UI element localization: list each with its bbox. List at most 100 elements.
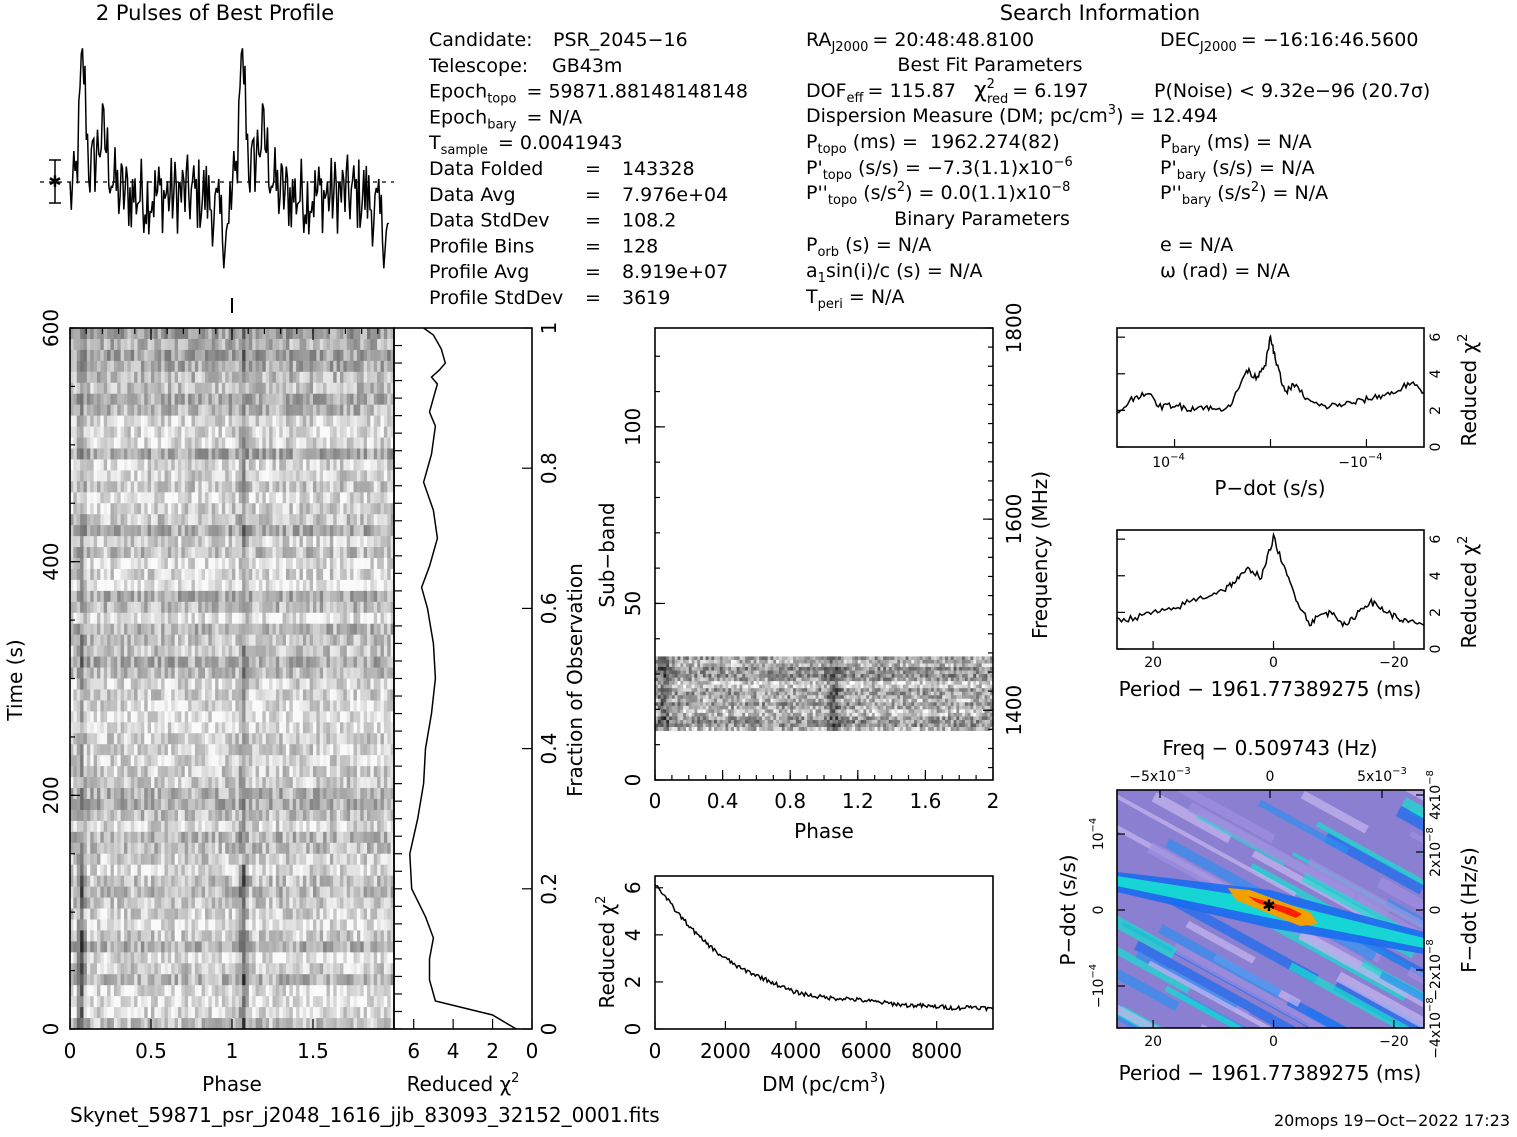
time-phase-cell — [303, 459, 307, 470]
time-phase-cell — [262, 492, 266, 503]
time-phase-cell — [316, 700, 320, 711]
time-phase-cell — [330, 470, 334, 481]
time-phase-cell — [242, 602, 246, 613]
time-phase-cell — [104, 700, 108, 711]
time-phase-cell — [219, 569, 223, 580]
time-phase-cell — [195, 766, 199, 777]
time-phase-cell — [208, 788, 212, 799]
time-phase-cell — [266, 679, 270, 690]
time-phase-cell — [381, 777, 385, 788]
time-phase-cell — [175, 613, 179, 624]
info-left-label: Data StdDev — [429, 210, 550, 232]
time-phase-cell — [266, 865, 270, 876]
time-phase-cell — [259, 372, 263, 383]
time-phase-cell — [306, 624, 310, 635]
time-phase-cell — [168, 766, 172, 777]
time-phase-cell — [279, 624, 283, 635]
time-phase-cell — [320, 416, 324, 427]
time-phase-cell — [188, 350, 192, 361]
time-phase-cell — [313, 777, 317, 788]
time-phase-cell — [377, 514, 381, 525]
time-phase-cell — [242, 744, 246, 755]
time-phase-cell — [350, 492, 354, 503]
time-phase-cell — [246, 733, 250, 744]
time-phase-cell — [286, 689, 290, 700]
time-phase-cell — [219, 394, 223, 405]
time-phase-cell — [232, 459, 236, 470]
time-phase-cell — [161, 755, 165, 766]
time-phase-cell — [208, 711, 212, 722]
time-phase-cell — [289, 580, 293, 591]
time-phase-cell — [360, 876, 364, 887]
time-phase-cell — [347, 503, 351, 514]
time-phase-cell — [127, 339, 131, 350]
time-phase-cell — [141, 646, 145, 657]
time-phase-cell — [192, 492, 196, 503]
time-phase-cell — [283, 558, 287, 569]
time-phase-cell — [141, 328, 145, 339]
time-phase-cell — [296, 766, 300, 777]
time-phase-cell — [148, 427, 152, 438]
time-phase-cell — [300, 700, 304, 711]
time-phase-cell — [202, 613, 206, 624]
time-phase-cell — [188, 328, 192, 339]
time-phase-cell — [266, 350, 270, 361]
time-phase-cell — [337, 547, 341, 558]
time-phase-cell — [202, 744, 206, 755]
time-phase-cell — [175, 788, 179, 799]
time-phase-cell — [121, 547, 125, 558]
time-phase-cell — [347, 646, 351, 657]
time-phase-cell — [323, 689, 327, 700]
time-phase-cell — [222, 438, 226, 449]
time-phase-cell — [273, 602, 277, 613]
time-phase-cell — [273, 799, 277, 810]
time-phase-cell — [178, 536, 182, 547]
time-phase-cell — [232, 536, 236, 547]
time-phase-cell — [175, 668, 179, 679]
time-phase-cell — [97, 328, 101, 339]
time-phase-cell — [347, 854, 351, 865]
time-phase-cell — [121, 339, 125, 350]
time-phase-cell — [343, 624, 347, 635]
time-phase-cell — [367, 525, 371, 536]
time-phase-cell — [246, 602, 250, 613]
time-phase-cell — [181, 525, 185, 536]
time-phase-cell — [195, 372, 199, 383]
time-phase-cell — [286, 536, 290, 547]
time-phase-cell — [117, 865, 121, 876]
time-phase-cell — [144, 514, 148, 525]
time-phase-cell — [90, 459, 94, 470]
time-phase-cell — [84, 547, 88, 558]
time-phase-cell — [178, 876, 182, 887]
time-phase-cell — [104, 361, 108, 372]
time-phase-cell — [337, 788, 341, 799]
time-phase-cell — [94, 416, 98, 427]
time-phase-cell — [276, 689, 280, 700]
time-phase-cell — [289, 843, 293, 854]
time-phase-cell — [246, 810, 250, 821]
time-phase-cell — [219, 700, 223, 711]
time-phase-cell — [185, 876, 189, 887]
time-phase-cell — [273, 405, 277, 416]
time-phase-cell — [168, 854, 172, 865]
time-phase-cell — [256, 876, 260, 887]
time-phase-cell — [360, 657, 364, 668]
time-phase-cell — [154, 569, 158, 580]
time-phase-cell — [158, 405, 162, 416]
time-phase-cell — [327, 635, 331, 646]
time-phase-cell — [340, 416, 344, 427]
time-phase-cell — [316, 821, 320, 832]
time-phase-cell — [73, 361, 77, 372]
time-phase-cell — [165, 821, 169, 832]
time-phase-cell — [350, 394, 354, 405]
time-phase-cell — [144, 788, 148, 799]
time-phase-cell — [178, 711, 182, 722]
time-phase-cell — [100, 755, 104, 766]
time-phase-cell — [232, 755, 236, 766]
time-phase-cell — [316, 547, 320, 558]
time-phase-cell — [350, 821, 354, 832]
time-phase-cell — [90, 876, 94, 887]
time-phase-cell — [178, 843, 182, 854]
time-phase-cell — [333, 755, 337, 766]
time-phase-cell — [300, 832, 304, 843]
